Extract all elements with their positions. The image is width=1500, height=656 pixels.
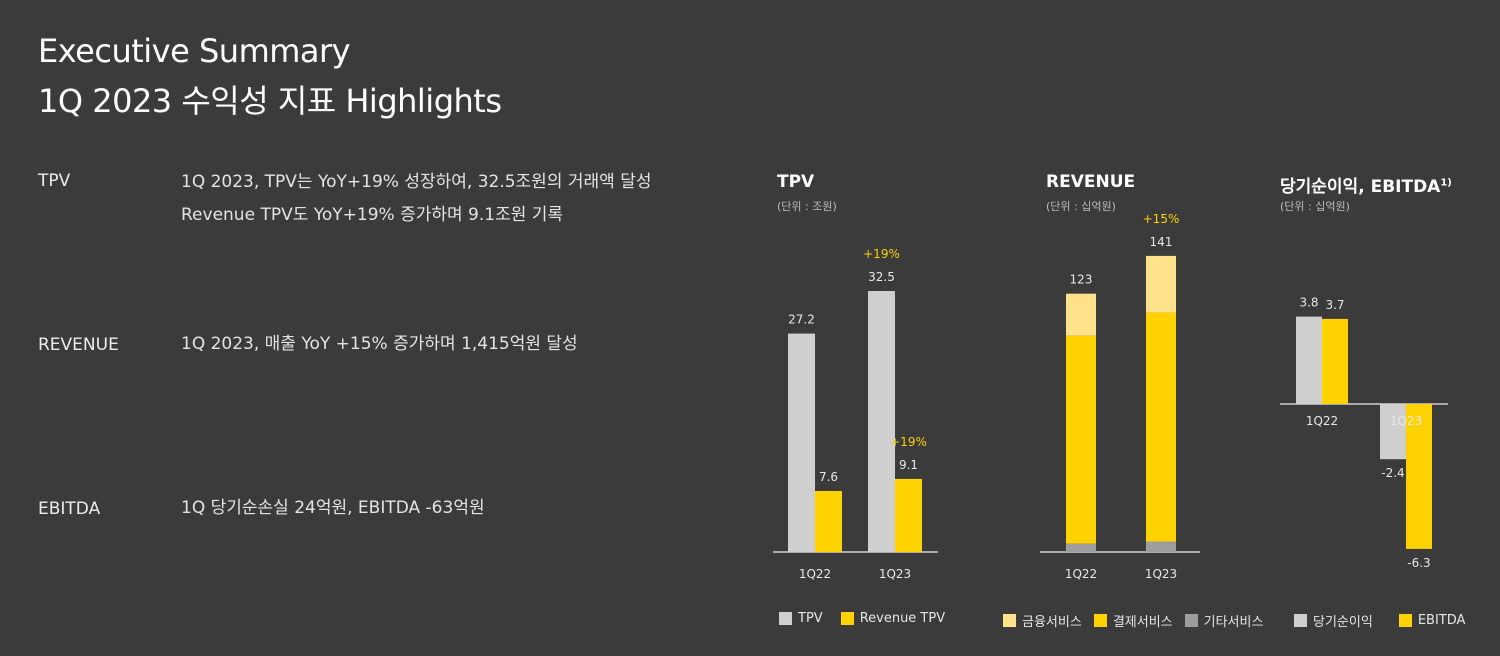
profit-category-label-1: 1Q23 bbox=[1390, 414, 1422, 428]
revenue-category-label-0: 1Q22 bbox=[1065, 567, 1097, 581]
chart-unit-profit: (단위 : 십억원) bbox=[1280, 200, 1350, 213]
revenue-category-label-1: 1Q23 bbox=[1145, 567, 1177, 581]
chart-title-tpv: TPV bbox=[777, 172, 815, 192]
legend-swatch-net-income bbox=[1294, 614, 1307, 627]
legend-label-ebitda: EBITDA bbox=[1417, 613, 1466, 628]
revenue-bar-0-0 bbox=[1066, 543, 1096, 552]
highlight-text-tpv: 1Q 2023, TPV는 YoY+19% 성장하여, 32.5조원의 거래액 … bbox=[181, 166, 651, 232]
legend-item-payment: 결제서비스 bbox=[1093, 611, 1173, 630]
profit-value-label-1-0: 3.7 bbox=[1325, 298, 1344, 312]
highlight-tpv-line-2: Revenue TPV도 YoY+19% 증가하며 9.1조원 기록 bbox=[181, 205, 564, 225]
highlight-text-revenue: 1Q 2023, 매출 YoY +15% 증가하며 1,415억원 달성 bbox=[181, 328, 578, 361]
tpv-bar-1-0 bbox=[815, 490, 842, 552]
legend-item-finance: 금융서비스 bbox=[1003, 611, 1082, 630]
legend-label-net-income: 당기순이익 bbox=[1313, 615, 1373, 630]
chart-title-profit: 당기순이익, EBITDA1) bbox=[1280, 172, 1452, 197]
tpv-value-label-0-0: 27.2 bbox=[788, 313, 815, 327]
profit-bar-1-0 bbox=[1322, 318, 1348, 404]
profit-value-label-0-1: -2.4 bbox=[1381, 466, 1404, 480]
tpv-bar-1-1 bbox=[895, 478, 922, 552]
legend-profit: 당기순이익 EBITDA bbox=[1294, 611, 1465, 630]
profit-category-label-0: 1Q22 bbox=[1306, 414, 1338, 428]
revenue-total-label-0: 123 bbox=[1070, 273, 1093, 287]
chart-unit-revenue: (단위 : 십억원) bbox=[1046, 200, 1116, 213]
revenue-bar-2-1 bbox=[1146, 255, 1176, 313]
profit-bar-0-0 bbox=[1296, 316, 1322, 404]
legend-item-net-income: 당기순이익 bbox=[1294, 611, 1373, 630]
profit-value-label-0-0: 3.8 bbox=[1299, 296, 1318, 310]
tpv-category-label-0: 1Q22 bbox=[799, 567, 831, 581]
chart-unit-tpv: (단위 : 조원) bbox=[777, 200, 837, 213]
legend-swatch-other bbox=[1184, 614, 1198, 627]
tpv-value-label-1-0: 7.6 bbox=[819, 470, 838, 484]
chart-title-profit-text: 당기순이익, EBITDA bbox=[1280, 177, 1441, 197]
legend-revenue: 금융서비스 결제서비스 기타서비스 bbox=[1003, 611, 1263, 630]
title-line-1: Executive Summary bbox=[38, 32, 351, 70]
page-title: Executive Summary 1Q 2023 수익성 지표 Highlig… bbox=[38, 26, 502, 126]
legend-label-other: 기타서비스 bbox=[1203, 615, 1264, 630]
legend-item-revenue-tpv: Revenue TPV bbox=[840, 611, 946, 626]
tpv-category-label-1: 1Q23 bbox=[879, 567, 911, 581]
tpv-value-label-1-1: 9.1 bbox=[899, 458, 918, 472]
legend-item-tpv: TPV bbox=[779, 611, 823, 626]
highlight-ebitda-line-1: 1Q 당기순손실 24억원, EBITDA -63억원 bbox=[181, 498, 485, 518]
tpv-value-label-0-1: 32.5 bbox=[868, 270, 895, 284]
legend-label-tpv: TPV bbox=[798, 611, 823, 626]
highlight-label-tpv: TPV bbox=[38, 171, 71, 191]
title-line-2: 1Q 2023 수익성 지표 Highlights bbox=[38, 82, 502, 120]
revenue-total-label-1: 141 bbox=[1150, 235, 1173, 249]
revenue-bar-1-0 bbox=[1066, 335, 1096, 544]
legend-swatch-revenue-tpv bbox=[840, 612, 854, 625]
highlight-revenue-line-1: 1Q 2023, 매출 YoY +15% 증가하며 1,415억원 달성 bbox=[181, 334, 578, 354]
legend-label-finance: 금융서비스 bbox=[1022, 615, 1082, 630]
revenue-bar-2-0 bbox=[1066, 293, 1096, 336]
legend-label-payment: 결제서비스 bbox=[1112, 615, 1173, 630]
chart-title-revenue: REVENUE bbox=[1046, 172, 1136, 192]
highlight-tpv-line-1: 1Q 2023, TPV는 YoY+19% 성장하여, 32.5조원의 거래액 … bbox=[181, 172, 652, 192]
highlight-text-ebitda: 1Q 당기순손실 24억원, EBITDA -63억원 bbox=[181, 492, 485, 525]
tpv-growth-label-1: +19% bbox=[890, 435, 927, 449]
chart-title-profit-footnote: 1) bbox=[1440, 177, 1452, 189]
tpv-bar-0-1 bbox=[868, 291, 895, 552]
legend-swatch-tpv bbox=[779, 612, 792, 625]
profit-bar-0-1 bbox=[1380, 404, 1406, 460]
legend-item-other: 기타서비스 bbox=[1184, 611, 1264, 630]
revenue-bar-0-1 bbox=[1146, 541, 1176, 552]
legend-swatch-payment bbox=[1093, 614, 1107, 627]
tpv-growth-label-0: +19% bbox=[863, 247, 900, 261]
tpv-bar-0-0 bbox=[788, 333, 815, 552]
highlight-label-ebitda: EBITDA bbox=[38, 499, 101, 519]
legend-item-ebitda: EBITDA bbox=[1398, 611, 1466, 630]
legend-label-revenue-tpv: Revenue TPV bbox=[859, 611, 946, 626]
profit-bar-1-1 bbox=[1406, 404, 1432, 549]
legend-swatch-ebitda bbox=[1398, 614, 1412, 627]
revenue-bar-1-1 bbox=[1146, 312, 1176, 542]
highlight-label-revenue: REVENUE bbox=[38, 335, 119, 355]
legend-tpv: TPV Revenue TPV bbox=[779, 611, 945, 626]
legend-swatch-finance bbox=[1003, 614, 1016, 627]
profit-value-label-1-1: -6.3 bbox=[1407, 556, 1430, 570]
revenue-growth-label-0: +15% bbox=[1143, 212, 1180, 226]
